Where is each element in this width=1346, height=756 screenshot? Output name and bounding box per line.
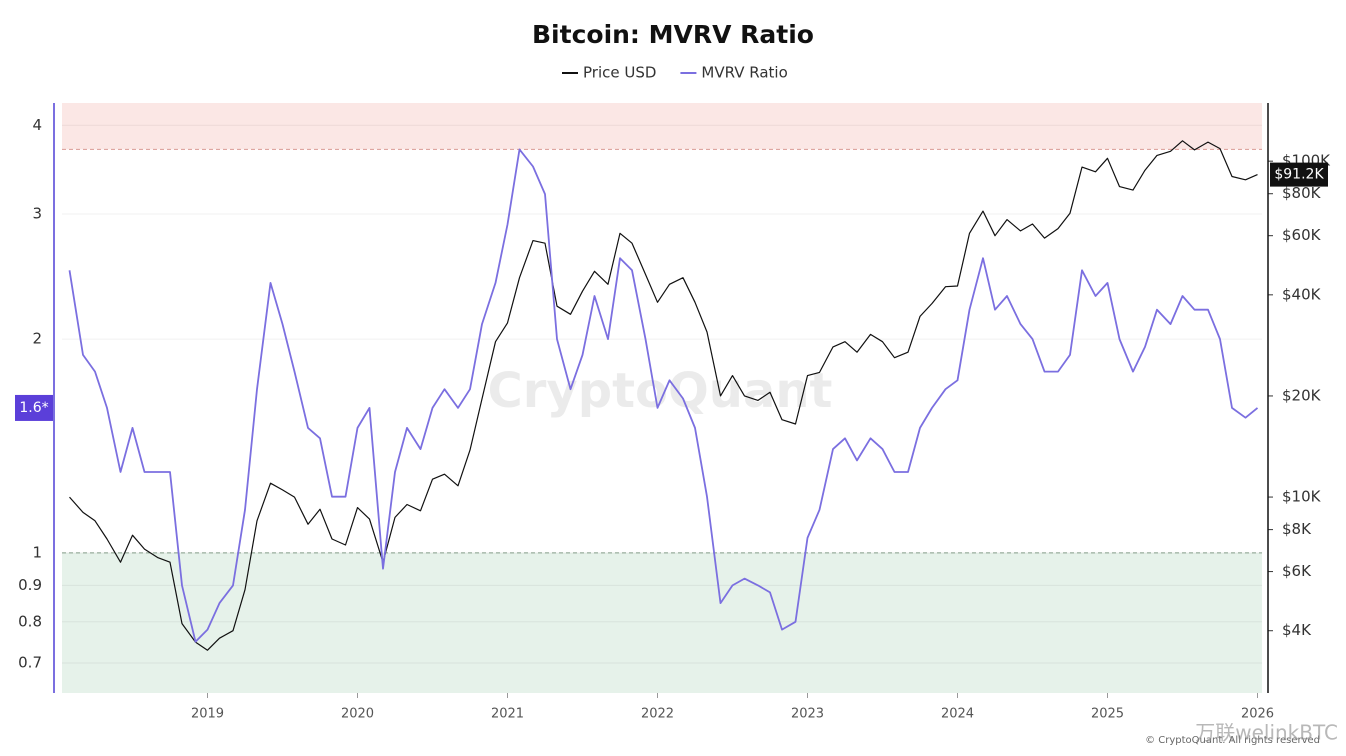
watermark: CryptoQuant [488, 363, 833, 419]
y-tick-label: 0.9 [18, 576, 42, 594]
current-mvrv-box [15, 394, 53, 421]
y2-tick-label: $4K [1282, 621, 1312, 639]
x-tick-label: 2022 [641, 707, 674, 722]
current-mvrv-label: 1.6* [19, 400, 48, 416]
legend-label: Price USD [583, 64, 656, 82]
x-tick-label: 2025 [1091, 707, 1124, 722]
current-price-label: $91.2K [1274, 167, 1324, 183]
current-price-box [1270, 162, 1328, 187]
x-tick-label: 2026 [1241, 707, 1274, 722]
y-tick-label: 1 [32, 543, 42, 561]
x-tick-label: 2019 [191, 707, 224, 722]
y-tick-label: 0.8 [18, 612, 42, 630]
y-tick-label: 0.7 [18, 653, 42, 671]
series-line [68, 148, 1259, 643]
chart-title: Bitcoin: MVRV Ratio [532, 20, 814, 49]
x-tick-label: 2023 [791, 707, 824, 722]
y2-tick-label: $80K [1282, 184, 1322, 202]
x-tick-label: 2021 [491, 707, 524, 722]
x-tick-label: 2024 [941, 707, 974, 722]
y-tick-label: 2 [32, 330, 42, 348]
y2-tick-label: $40K [1282, 285, 1322, 303]
overvalued-zone [62, 103, 1262, 150]
series-line [69, 140, 1258, 651]
credit: © CryptoQuant. All rights reserved [1145, 735, 1320, 746]
y-tick-label: 4 [32, 116, 42, 134]
undervalued-zone [62, 552, 1262, 693]
legend-label: MVRV Ratio [701, 64, 787, 82]
y2-tick-label: $8K [1282, 520, 1312, 538]
y2-tick-label: $60K [1282, 226, 1322, 244]
x-tick-label: 2020 [341, 707, 374, 722]
legend: Price USD MVRV Ratio [562, 64, 788, 82]
y2-tick-label: $10K [1282, 488, 1322, 506]
overlay-watermark: 万联welinkBTC [1195, 721, 1338, 745]
y-tick-label: 3 [32, 205, 42, 223]
y2-tick-label: $6K [1282, 562, 1312, 580]
y2-tick-label: $20K [1282, 386, 1322, 404]
